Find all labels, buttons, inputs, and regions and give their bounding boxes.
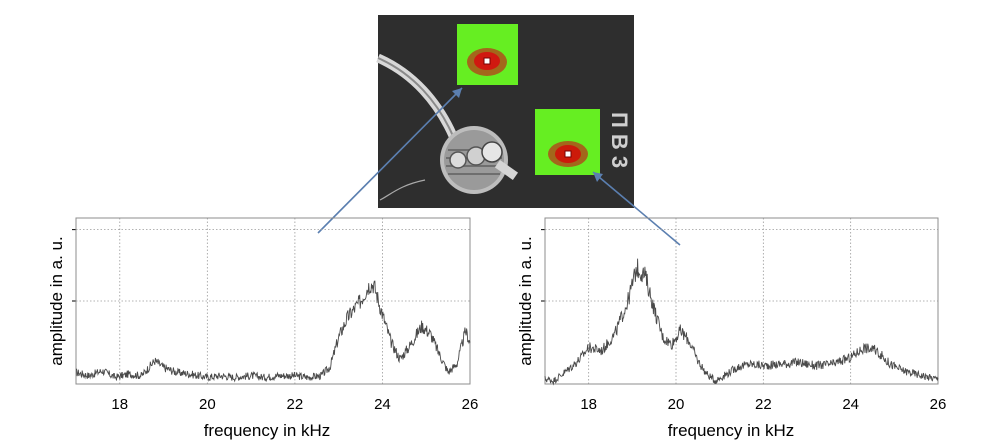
y-axis-title: amplitude in a. u.: [47, 236, 66, 365]
x-tick-label: 24: [374, 396, 391, 413]
plot-frame: [544, 217, 939, 385]
x-tick-label: 22: [755, 396, 772, 413]
spectrum-trace: [75, 280, 471, 383]
x-axis-title: frequency in kHz: [204, 421, 331, 440]
x-tick-label: 20: [668, 396, 685, 413]
y-axis-title: amplitude in a. u.: [516, 236, 535, 365]
x-tick-label: 26: [462, 396, 479, 413]
x-tick-label: 22: [287, 396, 304, 413]
x-tick-label: 18: [580, 396, 597, 413]
x-axis-title: frequency in kHz: [668, 421, 795, 440]
plot-frame: [75, 217, 471, 385]
sample-photo: П В 3: [376, 15, 634, 208]
spectrum-chart-right: 18 20 22 24 26 frequency in kHz amplitude in a…: [516, 217, 947, 440]
hotspot-lower: [535, 109, 600, 175]
spectrum-trace: [544, 258, 939, 386]
x-tick-label: 18: [111, 396, 128, 413]
x-tick-label: 26: [930, 396, 947, 413]
x-tick-label: 24: [842, 396, 859, 413]
pointer-arrowhead-right: [593, 172, 603, 182]
pointer-line-right: [592, 171, 681, 246]
x-tick-label: 20: [199, 396, 216, 413]
pointer-arrowhead-left: [452, 88, 462, 98]
pointers: [317, 87, 681, 246]
sensor-disc: [379, 126, 519, 201]
photo-label: П В 3: [607, 112, 632, 168]
hotspot-upper: [457, 24, 518, 85]
spectrum-chart-left: 18 20 22 24 26 frequency in kHz amplitude in a…: [47, 217, 479, 440]
pointer-line-left: [317, 87, 463, 234]
